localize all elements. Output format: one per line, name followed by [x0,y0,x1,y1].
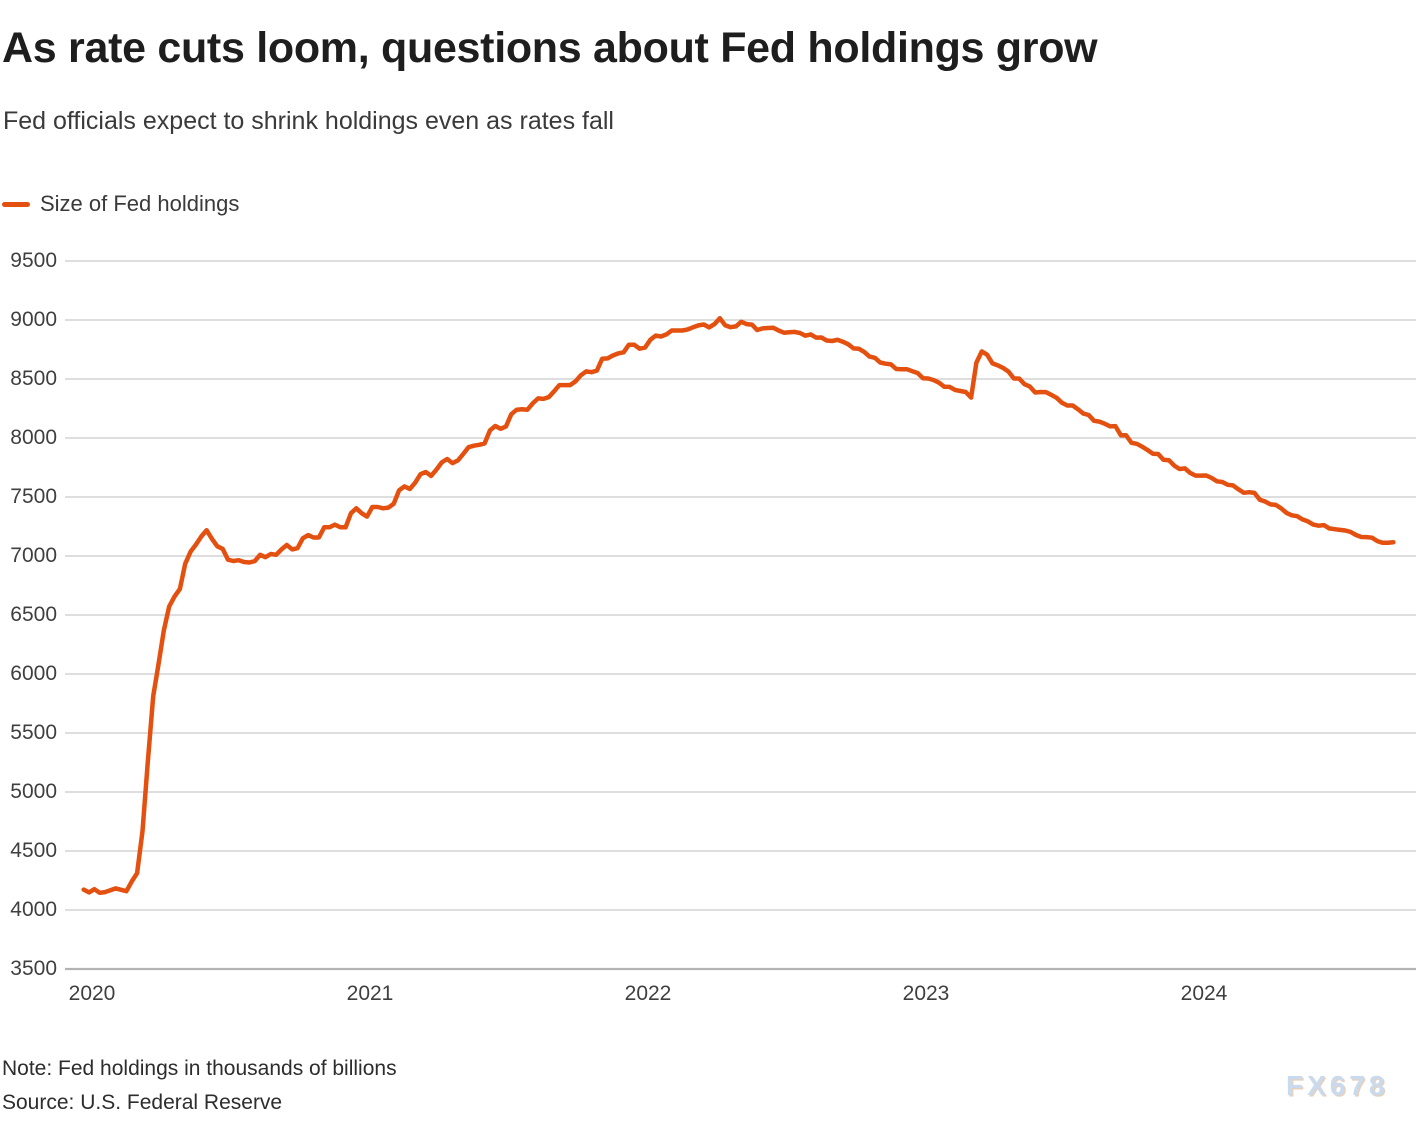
legend-label: Size of Fed holdings [40,191,240,216]
chart-subtitle: Fed officials expect to shrink holdings … [3,107,614,135]
x-tick-label: 2024 [1180,982,1228,1005]
y-tick-label: 5000 [10,780,57,803]
series-line-fed-holdings [81,315,1396,896]
legend: Size of Fed holdings [2,191,239,217]
legend-line-swatch-icon [2,201,30,207]
y-tick-label: 9000 [10,308,57,331]
y-tick-label: 6500 [10,603,57,626]
y-tick-label: 4000 [10,898,57,921]
y-tick-label: 7000 [10,544,57,567]
x-tick-label: 2022 [624,982,672,1005]
y-tick-label: 9500 [10,249,57,272]
x-tick-label: 2021 [346,982,394,1005]
y-tick-label: 8000 [10,426,57,449]
chart-title: As rate cuts loom, questions about Fed h… [2,24,1098,72]
x-tick-label: 2020 [68,982,116,1005]
x-tick-label: 2023 [902,982,950,1005]
footnote: Note: Fed holdings in thousands of billi… [2,1057,397,1080]
y-tick-label: 4500 [10,839,57,862]
y-tick-label: 8500 [10,367,57,390]
watermark: FX678 [1286,1070,1389,1101]
y-tick-label: 7500 [10,485,57,508]
y-tick-label: 6000 [10,662,57,685]
source-line: Source: U.S. Federal Reserve [2,1091,283,1114]
y-tick-label: 3500 [10,957,57,980]
y-tick-label: 5500 [10,721,57,744]
